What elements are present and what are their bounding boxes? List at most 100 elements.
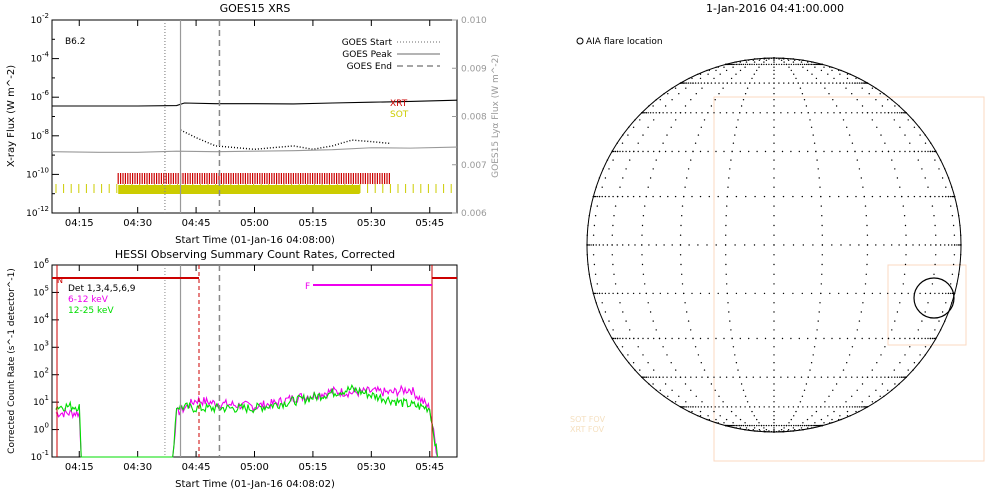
hessi-flag-f: F <box>305 282 310 292</box>
grid-dot-lat <box>787 376 789 378</box>
grid-dot-lon <box>891 159 893 161</box>
grid-dot-lat <box>827 376 829 378</box>
grid-dot-lat <box>678 337 680 340</box>
grid-dot-lat <box>855 195 857 198</box>
grid-dot-lon <box>929 337 932 340</box>
grid-dot-lon <box>807 112 809 114</box>
grid-dot-lon <box>627 354 629 356</box>
grid-dot-lat <box>753 63 755 66</box>
grid-dot-lon <box>611 234 613 236</box>
grid-dot-lat <box>766 112 768 114</box>
grid-dot-lon <box>821 273 823 275</box>
grid-dot-lat <box>730 63 732 66</box>
grid-dot-lat <box>718 406 720 408</box>
grid-dot-lat <box>612 195 614 198</box>
grid-dot-lon <box>866 254 869 256</box>
grid-dot-lon <box>678 93 680 95</box>
grid-dot-lat <box>718 82 720 84</box>
grid-dot-lon <box>893 119 895 121</box>
grid-dot-lon <box>684 105 687 107</box>
grid-dot-lon <box>945 186 947 188</box>
grid-dot-lat <box>829 195 831 198</box>
grid-dot-lat <box>621 195 624 198</box>
grid-dot-lon <box>594 215 597 217</box>
grid-dot-lat <box>602 244 604 246</box>
grid-dot-lat <box>768 63 770 66</box>
grid-dot-lat <box>649 112 652 114</box>
grid-dot-lon <box>773 427 775 429</box>
grid-dot-lat <box>770 424 773 427</box>
grid-dot-lon <box>952 224 955 227</box>
grid-dot-lon <box>951 215 954 217</box>
grid-dot-lon <box>619 186 621 188</box>
grid-dot-lon <box>652 105 654 107</box>
grid-dot-lat <box>879 195 881 198</box>
grid-dot-lon <box>700 362 702 364</box>
grid-dot-lat <box>904 337 906 340</box>
grid-dot-lon <box>714 99 716 101</box>
grid-dot-lat <box>893 150 895 153</box>
grid-dot-lon <box>703 369 706 371</box>
grid-dot-lon <box>941 311 944 313</box>
grid-dot-lat <box>851 112 853 114</box>
grid-dot-lon <box>598 292 601 295</box>
grid-dot-lat <box>801 195 803 198</box>
grid-dot-lat <box>862 406 864 408</box>
grid-dot-lat <box>675 112 677 114</box>
grid-dot-lat <box>801 424 804 427</box>
grid-dot-lon <box>687 168 690 170</box>
grid-dot-lon <box>785 63 788 66</box>
grid-dot-lon <box>612 159 614 161</box>
grid-dot-lat <box>670 112 672 114</box>
grid-dot-lat <box>894 292 896 295</box>
grid-dot-lat <box>734 63 736 66</box>
grid-dot-lat <box>812 424 814 427</box>
grid-dot-lat <box>951 292 954 295</box>
grid-dot-lat <box>759 376 761 378</box>
grid-dot-lat <box>768 82 770 84</box>
hessi-y-tick-label: 106 <box>33 257 49 271</box>
grid-dot-lon <box>899 362 901 364</box>
grid-dot-lon <box>819 302 821 304</box>
grid-dot-lat <box>783 63 785 66</box>
grid-dot-lon <box>694 142 697 144</box>
grid-dot-lon <box>773 389 775 391</box>
grid-dot-lat <box>735 63 738 66</box>
goes-panel: GOES15 XRS X-ray Flux (W m^-2) GOES15 Ly… <box>6 2 501 246</box>
grid-dot-lat <box>839 150 841 153</box>
grid-dot-lon <box>734 354 736 356</box>
grid-dot-lon <box>773 354 775 356</box>
grid-dot-lon <box>659 389 661 391</box>
grid-dot-lon <box>632 362 635 364</box>
grid-dot-lon <box>899 302 901 304</box>
grid-dot-lon <box>845 401 847 403</box>
grid-dot-lat <box>828 82 830 84</box>
grid-dot-lat <box>858 406 861 408</box>
goes-x-tick-label: 05:00 <box>240 218 269 229</box>
grid-dot-lon <box>616 150 619 153</box>
grid-dot-lat <box>956 244 958 246</box>
grid-dot-lon <box>860 177 862 179</box>
grid-dot-lat <box>758 424 760 427</box>
grid-dot-lat <box>902 376 904 378</box>
grid-dot-lat <box>778 82 780 84</box>
grid-dot-lon <box>773 369 775 371</box>
grid-dot-lat <box>690 112 692 114</box>
grid-dot-lon <box>734 134 736 136</box>
grid-dot-lon <box>773 159 775 161</box>
grid-dot-lon <box>811 73 813 75</box>
grid-dot-lon <box>739 424 741 427</box>
grid-dot-lat <box>706 244 708 246</box>
grid-dot-lon <box>592 234 595 236</box>
grid-dot-lon <box>805 105 808 107</box>
grid-dot-lon <box>797 424 799 427</box>
grid-dot-lat <box>758 406 761 408</box>
hessi-event-lines <box>52 265 457 457</box>
sun-panel: 1-Jan-2016 04:41:00.000 AIA flare locati… <box>570 2 985 462</box>
grid-dot-lat <box>732 63 735 66</box>
grid-dot-lon <box>851 93 853 95</box>
grid-dot-lat <box>842 406 845 408</box>
grid-dot-lon <box>739 418 742 421</box>
grid-dot-lon <box>913 337 915 340</box>
grid-dot-lat <box>876 112 878 114</box>
